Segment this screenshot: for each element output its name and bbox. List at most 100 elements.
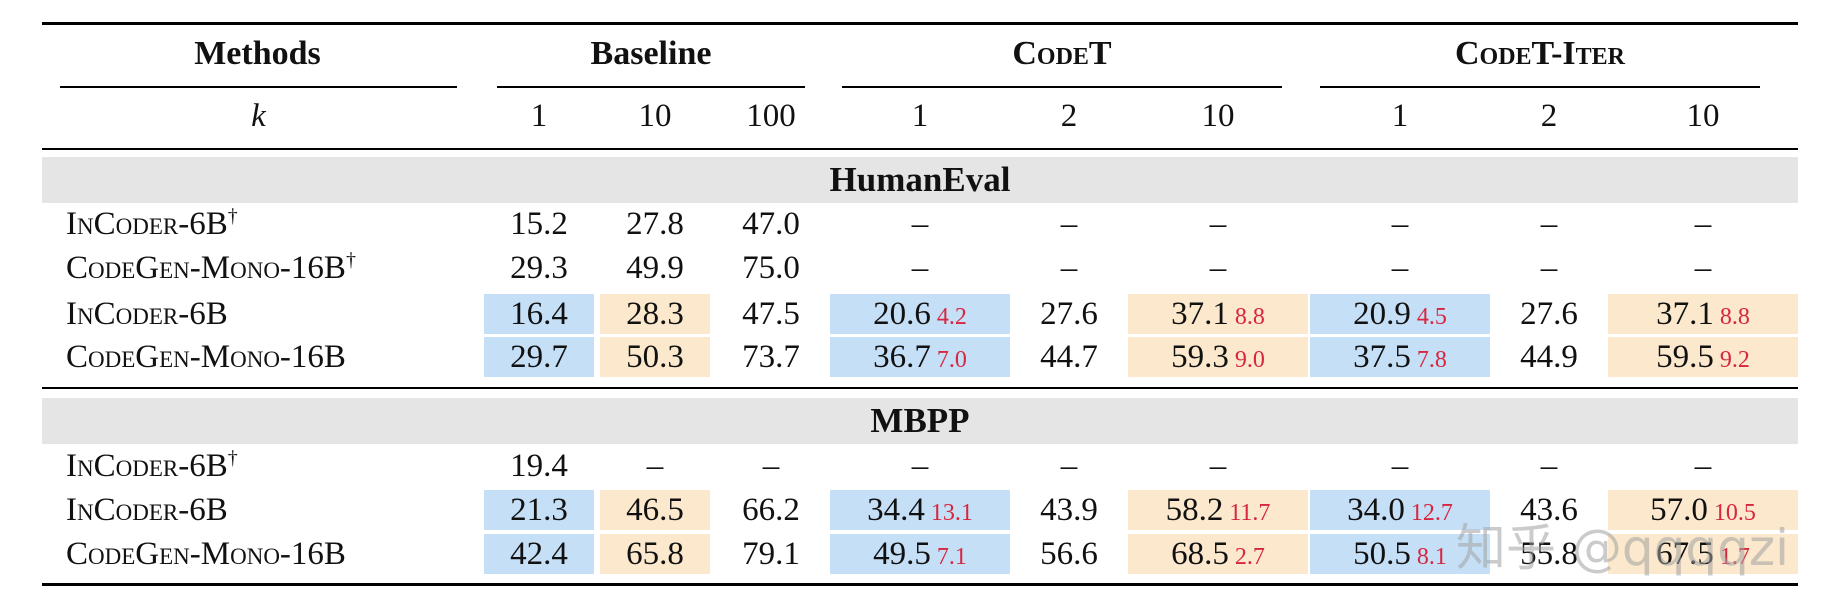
cell-value: 49.5 [873,536,931,572]
cell-value: 68.5 [1171,536,1229,572]
table-cell: – [1310,204,1490,244]
header-codet-iter: CodeT-Iter [1454,35,1626,72]
cell-value: 15.2 [510,206,568,242]
method-name: InCoder-6B† [66,446,238,486]
table-cell: – [830,446,1010,486]
table-cell: 73.7 [716,337,826,377]
k-value-4: 2 [1060,98,1078,134]
table-cell: – [1310,248,1490,288]
cell-value: 55.8 [1520,536,1578,572]
cell-value: 34.0 [1347,492,1405,528]
table-cell: 42.4 [484,534,594,574]
table-row: CodeGen-Mono-16B 42.4 65.8 79.1 49.5 7.1 56.6 6… [0,534,1844,574]
table-cell: 59.5 9.2 [1608,337,1798,377]
cell-value: 66.2 [742,492,800,528]
cell-value: 43.9 [1040,492,1098,528]
cell-value: 21.3 [510,492,568,528]
cell-value: 29.3 [510,250,568,286]
header-methods: Methods [194,35,321,72]
k-value-8: 10 [1686,98,1720,134]
table-cell: 79.1 [716,534,826,574]
table-cell: 67.5 1.7 [1608,534,1798,574]
cell-delta: 1.7 [1719,544,1750,570]
watermark: 知乎 @qqqqzi [1456,519,1789,577]
table-cell: 20.6 4.2 [830,294,1010,334]
bottom-rule [42,583,1798,586]
cell-value: 65.8 [626,536,684,572]
table-cell: – [830,248,1010,288]
table-cell: 36.7 7.0 [830,337,1010,377]
cell-value: 20.6 [873,296,931,332]
table-cell: – [1608,204,1798,244]
method-label: InCoder-6B [66,206,228,242]
method-name: InCoder-6B [66,490,228,530]
cell-value: 75.0 [742,250,800,286]
cell-value: 37.1 [1171,296,1229,332]
table-cell: 37.1 8.8 [1128,294,1308,334]
cell-value: – [1391,448,1409,484]
table-row: InCoder-6B 21.3 46.5 66.2 34.4 13.1 43.9 58.2 11… [0,490,1844,530]
table-cell: – [716,446,826,486]
cell-value: 46.5 [626,492,684,528]
table-cell: 68.5 2.7 [1128,534,1308,574]
table-cell: 44.7 [1014,337,1124,377]
table-row: CodeGen-Mono-16B 29.7 50.3 73.7 36.7 7.0 44.7 5… [0,337,1844,377]
cell-delta: 11.7 [1229,500,1271,526]
cell-value: 47.5 [742,296,800,332]
cmidrule-baseline [497,86,805,88]
cell-value: – [911,448,929,484]
table-cell: – [1494,248,1604,288]
cell-value: 47.0 [742,206,800,242]
header-baseline: Baseline [590,35,712,72]
dagger-mark: † [227,447,238,469]
cell-value: 79.1 [742,536,800,572]
cell-value: 36.7 [873,339,931,375]
table-cell: – [600,446,710,486]
table-cell: 21.3 [484,490,594,530]
section-band-mbpp [42,398,1798,444]
table-cell: 66.2 [716,490,826,530]
cell-delta: 8.8 [1234,304,1265,330]
cell-value: 37.5 [1353,339,1411,375]
table-cell: – [1608,248,1798,288]
table-cell: 56.6 [1014,534,1124,574]
cmidrule-codet [842,86,1282,88]
section-band-humaneval [42,157,1798,203]
table-cell: 27.6 [1494,294,1604,334]
method-name: CodeGen-Mono-16B [66,337,346,377]
cell-value: 34.4 [867,492,925,528]
cell-value: 19.4 [510,448,568,484]
cell-value: 50.5 [1353,536,1411,572]
dagger-mark: † [227,205,238,227]
table-cell: 50.3 [600,337,710,377]
table-cell: 58.2 11.7 [1128,490,1308,530]
section-divider-rule [42,387,1798,389]
cell-delta: 7.1 [936,544,967,570]
cell-value: 42.4 [510,536,568,572]
table-row: InCoder-6B† 15.2 27.8 47.0 – – – – – – [0,204,1844,244]
cell-value: – [1060,448,1078,484]
table-cell: 43.6 [1494,490,1604,530]
cell-value: – [1540,206,1558,242]
method-name: InCoder-6B† [66,204,238,244]
table-cell: 49.9 [600,248,710,288]
method-name: CodeGen-Mono-16B [66,534,346,574]
method-label: InCoder-6B [66,492,228,528]
cell-value: – [646,448,664,484]
cell-value: 58.2 [1165,492,1224,528]
table-cell: 46.5 [600,490,710,530]
cell-value: 49.9 [626,250,684,286]
cell-value: 57.0 [1650,492,1708,528]
table-cell: 27.6 [1014,294,1124,334]
cell-delta: 8.1 [1416,544,1447,570]
cell-value: – [762,448,780,484]
table-cell: – [1014,446,1124,486]
method-name: InCoder-6B [66,294,228,334]
cell-value: 16.4 [510,296,568,332]
cell-value: 73.7 [742,339,800,375]
cell-value: – [1060,206,1078,242]
cell-value: 59.5 [1656,339,1714,375]
table-cell: 44.9 [1494,337,1604,377]
cell-delta: 12.7 [1410,500,1453,526]
dagger-mark: † [345,249,356,271]
